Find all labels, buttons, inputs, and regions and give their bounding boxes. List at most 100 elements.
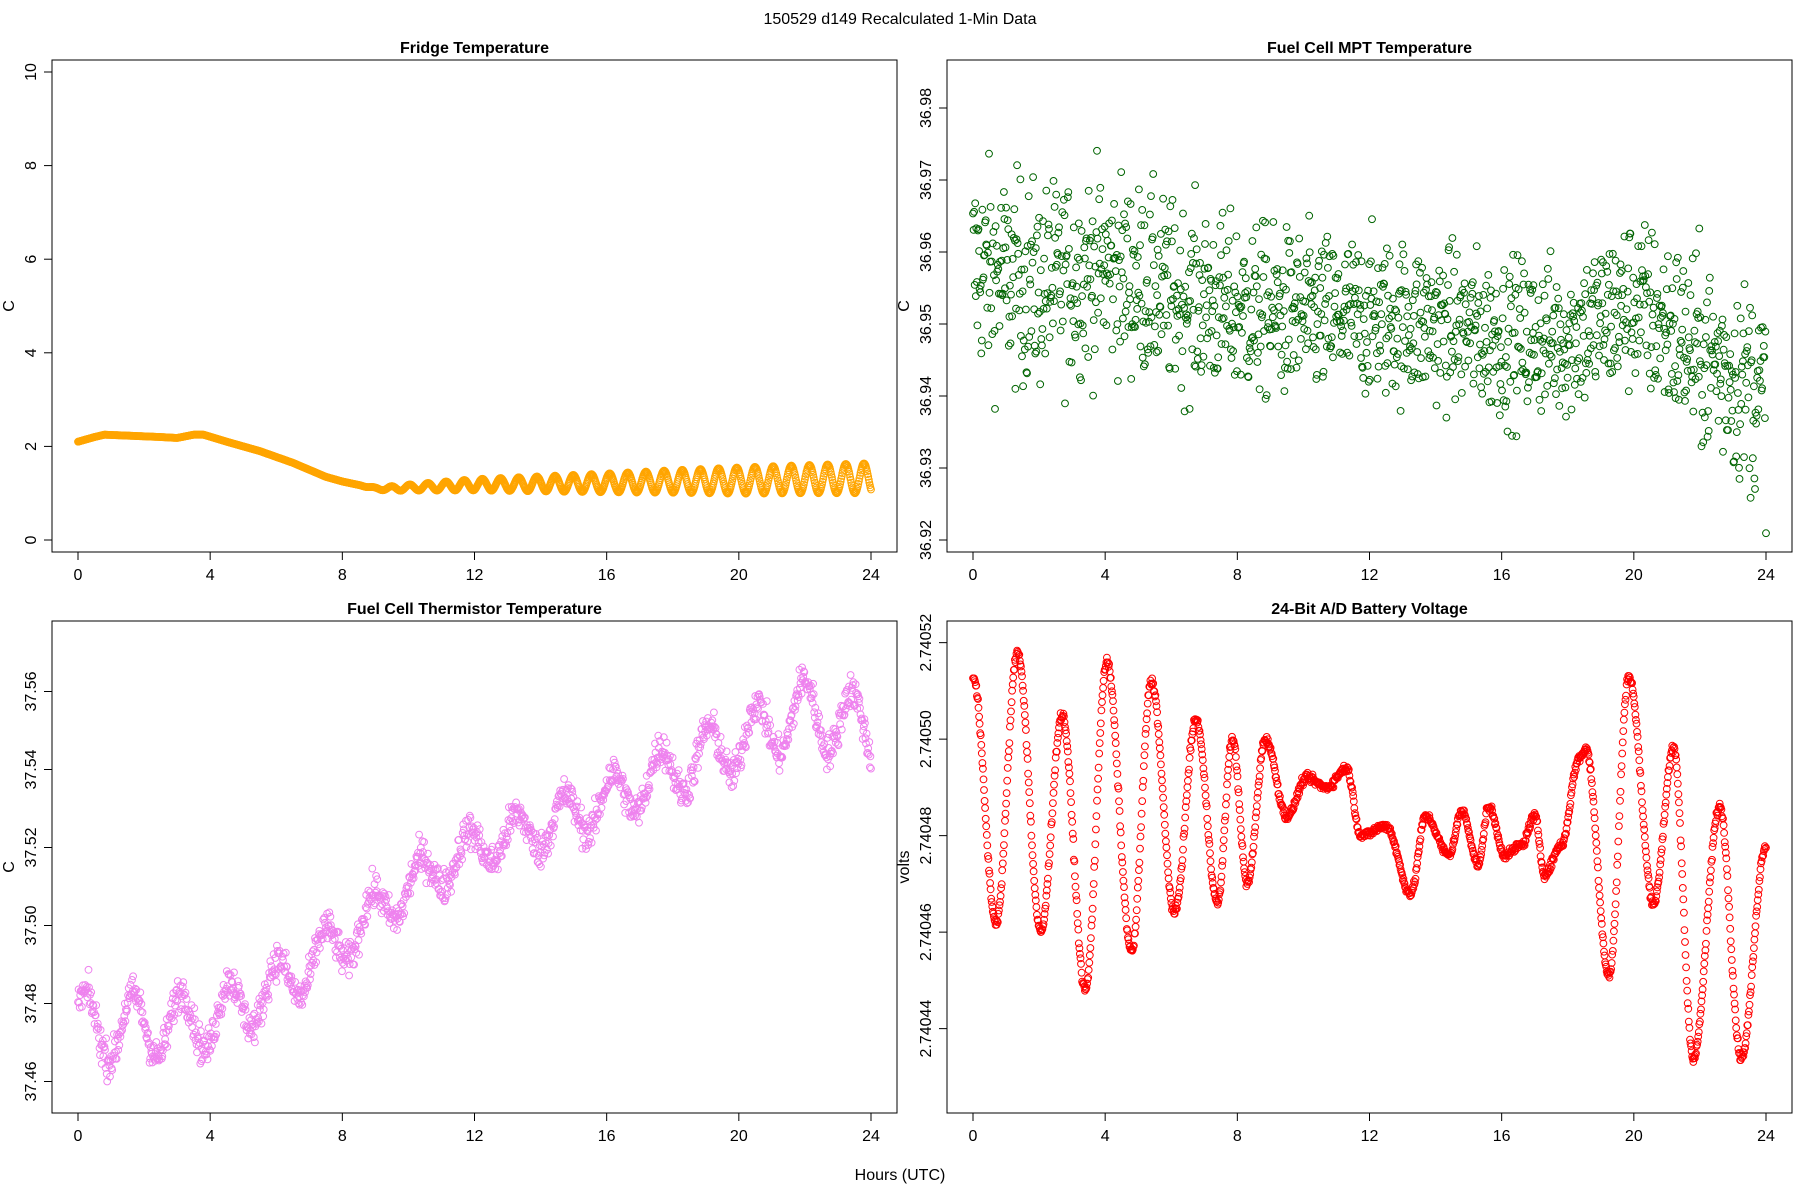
battery-point <box>1005 739 1014 747</box>
battery-point <box>1222 800 1230 809</box>
battery-point <box>983 841 992 850</box>
mpt-point <box>1621 346 1630 354</box>
mpt-point <box>1327 333 1336 342</box>
mpt-point <box>1542 316 1551 325</box>
battery-point <box>1112 759 1121 768</box>
mpt-point <box>1152 348 1161 357</box>
thermistor-point <box>195 1020 204 1028</box>
thermistor-point <box>415 830 424 839</box>
mpt-point <box>1519 280 1528 289</box>
mpt-point <box>1212 331 1221 340</box>
mpt-point <box>1590 286 1598 294</box>
battery-point <box>1025 788 1034 796</box>
mpt-point <box>1197 361 1206 370</box>
battery-point <box>1158 776 1166 785</box>
mpt-point <box>1170 224 1179 233</box>
mpt-point <box>1361 389 1370 398</box>
mpt-point <box>1583 266 1591 274</box>
mpt-point <box>1617 301 1625 310</box>
mpt-point <box>1697 442 1706 451</box>
mpt-point <box>1213 364 1222 373</box>
mpt-point <box>1126 200 1135 208</box>
mpt-point <box>1439 271 1447 280</box>
mpt-point <box>1060 211 1069 220</box>
mpt-point <box>1743 343 1752 352</box>
battery-y-tick-label: 2.74044 <box>918 1000 935 1058</box>
mpt-title: Fuel Cell MPT Temperature <box>1267 40 1472 57</box>
mpt-point <box>1462 337 1471 346</box>
mpt-point <box>1628 335 1637 343</box>
mpt-point <box>1525 348 1534 357</box>
battery-point <box>1115 807 1124 815</box>
mpt-point <box>1004 225 1013 234</box>
mpt-point <box>1748 454 1757 463</box>
mpt-point <box>1048 283 1057 292</box>
mpt-point <box>1656 313 1665 322</box>
battery-point <box>1218 857 1227 865</box>
mpt-point <box>1199 352 1208 361</box>
mpt-point <box>1401 287 1410 296</box>
mpt-point <box>1434 357 1442 365</box>
mpt-point <box>1635 336 1644 345</box>
mpt-point <box>1607 322 1615 331</box>
mpt-point <box>1368 215 1376 224</box>
mpt-point <box>1284 335 1293 344</box>
mpt-point <box>1238 328 1246 337</box>
mpt-point <box>1157 230 1165 238</box>
mpt-point <box>1096 294 1105 303</box>
battery-point <box>1092 825 1100 834</box>
mpt-point <box>1293 260 1302 268</box>
battery-point <box>1256 764 1264 773</box>
mpt-point <box>1616 260 1625 269</box>
mpt-point <box>1369 287 1378 296</box>
battery-point <box>1116 822 1124 831</box>
mpt-point <box>1605 280 1613 289</box>
mpt-point <box>1493 332 1502 341</box>
battery-point <box>1095 739 1104 747</box>
mpt-point <box>1465 308 1474 317</box>
mpt-point <box>1553 365 1561 374</box>
mpt-point <box>1612 311 1621 320</box>
mpt-point <box>1715 352 1724 361</box>
battery-point <box>1131 922 1140 931</box>
mpt-point <box>1367 257 1375 266</box>
thermistor-point <box>710 708 718 717</box>
mpt-point <box>1575 354 1584 363</box>
mpt-point <box>1327 342 1336 351</box>
mpt-point <box>1090 242 1099 251</box>
mpt-point <box>1036 266 1045 275</box>
mpt-point <box>1738 370 1747 379</box>
mpt-point <box>1088 217 1097 226</box>
battery-point <box>1236 815 1245 824</box>
mpt-point <box>1308 291 1317 300</box>
mpt-point <box>1292 293 1300 302</box>
mpt-point <box>1049 319 1057 328</box>
battery-point <box>1159 793 1167 802</box>
mpt-point <box>1455 320 1463 329</box>
mpt-point <box>1535 395 1544 404</box>
mpt-point <box>1000 215 1009 223</box>
battery-point <box>1136 832 1145 841</box>
battery-point <box>1135 858 1144 867</box>
battery-point <box>1140 751 1149 760</box>
battery-x-tick-label: 4 <box>1101 1128 1110 1145</box>
mpt-point <box>1481 323 1489 332</box>
mpt-point <box>1109 295 1117 304</box>
battery-point <box>1092 812 1101 820</box>
mpt-point <box>1240 257 1248 266</box>
mpt-point <box>1733 301 1742 310</box>
mpt-point <box>1549 311 1558 320</box>
mpt-point <box>1268 313 1277 322</box>
battery-point <box>1137 809 1146 818</box>
mpt-point <box>1637 242 1646 251</box>
mpt-point <box>1116 252 1125 261</box>
mpt-point <box>1218 208 1227 217</box>
mpt-point <box>1182 310 1191 319</box>
mpt-point <box>1400 267 1409 275</box>
mpt-point <box>1232 232 1241 241</box>
mpt-point <box>1168 196 1177 204</box>
mpt-point <box>1330 302 1339 311</box>
mpt-point <box>1329 251 1338 260</box>
mpt-point <box>1245 357 1253 366</box>
mpt-point <box>1562 412 1570 421</box>
